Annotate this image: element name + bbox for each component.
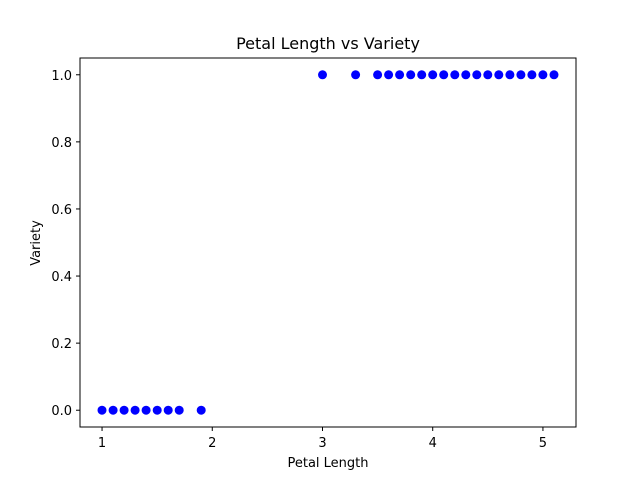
data-point-12 — [384, 70, 394, 80]
data-point-7 — [174, 405, 184, 415]
data-point-22 — [494, 70, 504, 80]
data-point-25 — [527, 70, 537, 80]
data-point-18 — [450, 70, 460, 80]
x-tick-label-2: 3 — [318, 436, 326, 451]
data-point-1 — [108, 405, 118, 415]
data-point-20 — [472, 70, 482, 80]
data-point-5 — [152, 405, 162, 415]
y-axis-label: Variety — [29, 220, 44, 266]
data-point-14 — [406, 70, 416, 80]
data-point-0 — [97, 405, 107, 415]
data-point-9 — [318, 70, 327, 80]
data-point-21 — [483, 70, 493, 80]
data-point-27 — [549, 70, 559, 80]
chart-title: Petal Length vs Variety — [236, 34, 420, 53]
x-axis-ticks: 1 2 3 4 5 — [98, 427, 547, 451]
data-point-19 — [461, 70, 471, 80]
data-point-16 — [428, 70, 438, 80]
data-point-10 — [351, 70, 361, 80]
y-axis-ticks: 0.0 0.2 0.4 0.6 0.8 1.0 — [51, 69, 80, 419]
x-axis-label: Petal Length — [287, 456, 368, 471]
data-point-11 — [373, 70, 383, 80]
x-tick-label-0: 1 — [98, 436, 106, 451]
y-tick-label-0: 0.0 — [51, 404, 72, 419]
data-points — [97, 70, 559, 415]
y-tick-label-4: 0.8 — [51, 136, 72, 151]
data-point-15 — [417, 70, 427, 80]
data-point-17 — [439, 70, 449, 80]
data-point-2 — [119, 405, 129, 415]
x-tick-label-1: 2 — [208, 436, 216, 451]
x-tick-label-3: 4 — [429, 436, 437, 451]
data-point-3 — [130, 405, 140, 415]
data-point-13 — [395, 70, 405, 80]
data-point-24 — [516, 70, 526, 80]
y-tick-label-3: 0.6 — [51, 203, 72, 218]
data-point-6 — [163, 405, 173, 415]
data-point-8 — [196, 405, 206, 415]
x-tick-label-4: 5 — [539, 436, 547, 451]
y-tick-label-5: 1.0 — [51, 69, 72, 84]
data-point-26 — [538, 70, 548, 80]
plot-frame — [79, 57, 577, 428]
y-tick-label-2: 0.4 — [51, 270, 72, 285]
data-point-23 — [505, 70, 515, 80]
data-point-4 — [141, 405, 151, 415]
y-tick-label-1: 0.2 — [51, 337, 72, 352]
